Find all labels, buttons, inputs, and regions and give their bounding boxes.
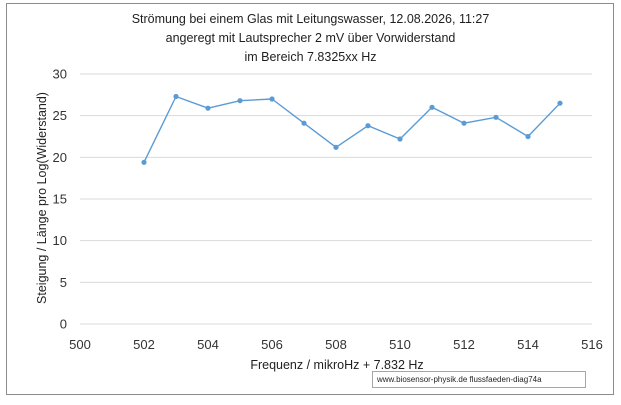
y-tick-label: 25 [53, 108, 67, 123]
chart-title-line-3: im Bereich 7.8325xx Hz [244, 50, 377, 64]
x-tick-label: 500 [69, 337, 91, 352]
x-axis-title: Frequenz / mikroHz + 7.832 Hz [250, 358, 423, 372]
data-point [205, 105, 211, 111]
data-point [141, 159, 147, 165]
y-tick-label: 10 [53, 233, 67, 248]
x-tick-label: 516 [581, 337, 603, 352]
x-tick-label: 502 [133, 337, 155, 352]
y-tick-label: 15 [53, 192, 67, 207]
chart-title-line-1: Strömung bei einem Glas mit Leitungswass… [131, 12, 490, 26]
x-tick-label: 510 [389, 337, 411, 352]
data-point [173, 93, 179, 100]
data-point [269, 96, 275, 102]
credit-label: www.biosensor-physik.de flussfaeden-diag… [372, 371, 586, 388]
y-tick-label: 30 [53, 67, 67, 82]
data-point [493, 114, 499, 120]
y-tick-label: 0 [60, 317, 67, 332]
data-point [237, 98, 243, 104]
y-tick-label: 20 [53, 150, 67, 165]
chart-title-line-2: angeregt mit Lautsprecher 2 mV über Vorw… [165, 31, 456, 45]
data-point [301, 120, 307, 126]
data-point [365, 123, 371, 129]
data-point [429, 104, 435, 110]
x-tick-label: 504 [197, 337, 219, 352]
data-point [397, 136, 403, 142]
data-point [333, 144, 339, 150]
x-tick-label: 514 [517, 337, 539, 352]
data-point [461, 120, 467, 126]
y-axis-title: Steigung / Länge pro Log(Widerstand) [35, 92, 49, 304]
y-tick-label: 5 [60, 275, 67, 290]
x-tick-label: 508 [325, 337, 347, 352]
series-line [143, 95, 561, 163]
data-point [525, 133, 531, 140]
data-point [557, 100, 563, 106]
x-tick-label: 512 [453, 337, 475, 352]
x-tick-label: 506 [261, 337, 283, 352]
